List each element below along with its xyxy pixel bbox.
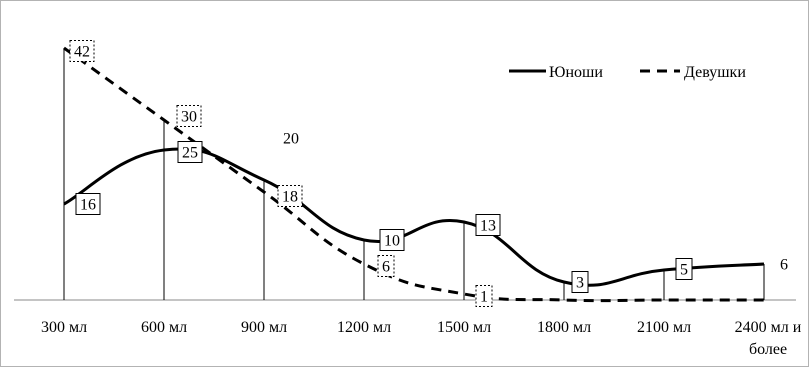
data-label: 13 (480, 218, 496, 235)
x-tick-label: 300 мл (41, 319, 87, 336)
data-label-box (379, 229, 405, 251)
legend-label-boys: Юноши (549, 64, 603, 81)
data-label: 3 (576, 275, 584, 292)
data-label-box (277, 185, 303, 207)
data-label-box (571, 271, 589, 293)
data-label: 30 (181, 109, 197, 126)
data-label-box (475, 285, 493, 307)
x-tick-label: 2400 мл и (735, 319, 802, 336)
data-label: 6 (780, 257, 788, 274)
data-label: 6 (382, 259, 390, 276)
data-label-box (69, 40, 95, 62)
data-label: 10 (384, 233, 400, 250)
data-label: 5 (680, 262, 688, 279)
data-label: 42 (74, 44, 90, 61)
x-tick-label: 2100 мл (637, 319, 691, 336)
data-label-box (176, 105, 202, 127)
x-tick-label: 1200 мл (337, 319, 391, 336)
x-tick-label: 1500 мл (437, 319, 491, 336)
series-girls-line (63, 46, 764, 303)
data-label: 16 (80, 197, 96, 214)
data-label-box (377, 255, 395, 277)
data-label: 25 (182, 145, 198, 162)
data-label: 1 (480, 289, 488, 306)
data-label-box (675, 258, 693, 280)
x-tick-label: более (749, 341, 787, 358)
data-label-box (75, 193, 101, 215)
x-tick-label: 900 мл (241, 319, 287, 336)
legend-label-girls: Девушки (684, 64, 746, 81)
data-label-box (177, 141, 203, 163)
data-label: 20 (283, 131, 299, 148)
data-label-box (475, 214, 501, 236)
data-label: 18 (282, 189, 298, 206)
x-tick-label: 600 мл (141, 319, 187, 336)
x-tick-label: 1800 мл (537, 319, 591, 336)
series-boys-line (63, 147, 765, 287)
